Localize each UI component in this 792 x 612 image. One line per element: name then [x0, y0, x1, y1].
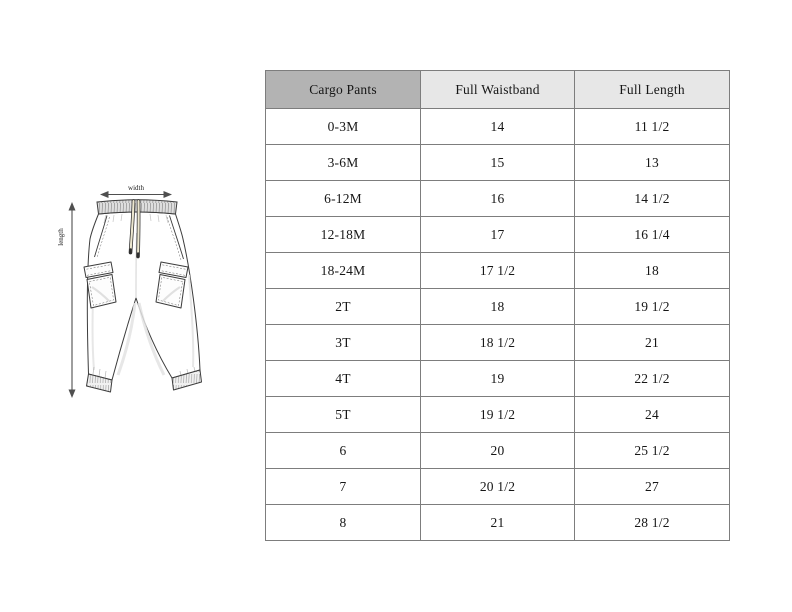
size-label-cell: 7	[265, 468, 421, 505]
length-value-cell: 28 1/2	[574, 504, 730, 541]
waistband-value-cell: 14	[420, 108, 575, 145]
size-label-cell: 4T	[265, 360, 421, 397]
pants-outline	[86, 211, 201, 381]
ankle-cuffs	[86, 369, 202, 393]
length-measure-arrow	[68, 202, 76, 398]
waistband-value-cell: 16	[420, 180, 575, 217]
size-row: 3T 18 1/2 21	[265, 324, 730, 361]
waistband-value-cell: 21	[420, 504, 575, 541]
size-row: 2T 18 19 1/2	[265, 288, 730, 325]
column-header-length: Full Length	[574, 70, 730, 109]
size-label-cell: 3-6M	[265, 144, 421, 181]
size-row: 18-24M 17 1/2 18	[265, 252, 730, 289]
size-label-cell: 2T	[265, 288, 421, 325]
size-row: 3-6M 15 13	[265, 144, 730, 181]
size-row: 4T 19 22 1/2	[265, 360, 730, 397]
size-label-cell: 6	[265, 432, 421, 469]
size-label-cell: 18-24M	[265, 252, 421, 289]
size-label-cell: 3T	[265, 324, 421, 361]
size-row: 6-12M 16 14 1/2	[265, 180, 730, 217]
waistband-value-cell: 17 1/2	[420, 252, 575, 289]
size-row: 0-3M 14 11 1/2	[265, 108, 730, 145]
length-value-cell: 16 1/4	[574, 216, 730, 253]
size-table-body: 0-3M 14 11 1/2 3-6M 15 13 6-12M 16 14 1/2 12-18M 1…	[265, 108, 730, 541]
waistband-value-cell: 20 1/2	[420, 468, 575, 505]
waistband-value-cell: 20	[420, 432, 575, 469]
size-row: 8 21 28 1/2	[265, 504, 730, 541]
waistband-value-cell: 18	[420, 288, 575, 325]
length-value-cell: 11 1/2	[574, 108, 730, 145]
size-label-cell: 8	[265, 504, 421, 541]
size-row: 6 20 25 1/2	[265, 432, 730, 469]
length-value-cell: 22 1/2	[574, 360, 730, 397]
length-value-cell: 25 1/2	[574, 432, 730, 469]
cargo-pants-illustration: width length	[57, 184, 202, 398]
size-row: 7 20 1/2 27	[265, 468, 730, 505]
width-measure-label: width	[128, 184, 144, 192]
waistband-value-cell: 19 1/2	[420, 396, 575, 433]
size-chart-table: Cargo Pants Full Waistband Full Length 0-3…	[265, 70, 730, 541]
length-value-cell: 21	[574, 324, 730, 361]
waistband-value-cell: 19	[420, 360, 575, 397]
size-label-cell: 12-18M	[265, 216, 421, 253]
front-slash-pockets	[94, 215, 184, 261]
width-measure-arrow	[100, 191, 172, 198]
waistband-value-cell: 17	[420, 216, 575, 253]
cargo-pocket-left	[83, 261, 117, 309]
drawstring	[128, 199, 141, 259]
length-value-cell: 19 1/2	[574, 288, 730, 325]
size-label-cell: 5T	[265, 396, 421, 433]
column-header-size: Cargo Pants	[265, 70, 421, 109]
waistband-value-cell: 15	[420, 144, 575, 181]
size-row: 12-18M 17 16 1/4	[265, 216, 730, 253]
length-measure-label: length	[57, 228, 65, 246]
size-row: 5T 19 1/2 24	[265, 396, 730, 433]
column-header-waistband: Full Waistband	[420, 70, 575, 109]
length-value-cell: 18	[574, 252, 730, 289]
size-label-cell: 6-12M	[265, 180, 421, 217]
length-value-cell: 14 1/2	[574, 180, 730, 217]
header-row: Cargo Pants Full Waistband Full Length	[265, 70, 730, 109]
size-label-cell: 0-3M	[265, 108, 421, 145]
cargo-pocket-right	[155, 261, 189, 309]
length-value-cell: 27	[574, 468, 730, 505]
length-value-cell: 24	[574, 396, 730, 433]
length-value-cell: 13	[574, 144, 730, 181]
waist-gather-creases	[103, 213, 169, 224]
waistband-value-cell: 18 1/2	[420, 324, 575, 361]
